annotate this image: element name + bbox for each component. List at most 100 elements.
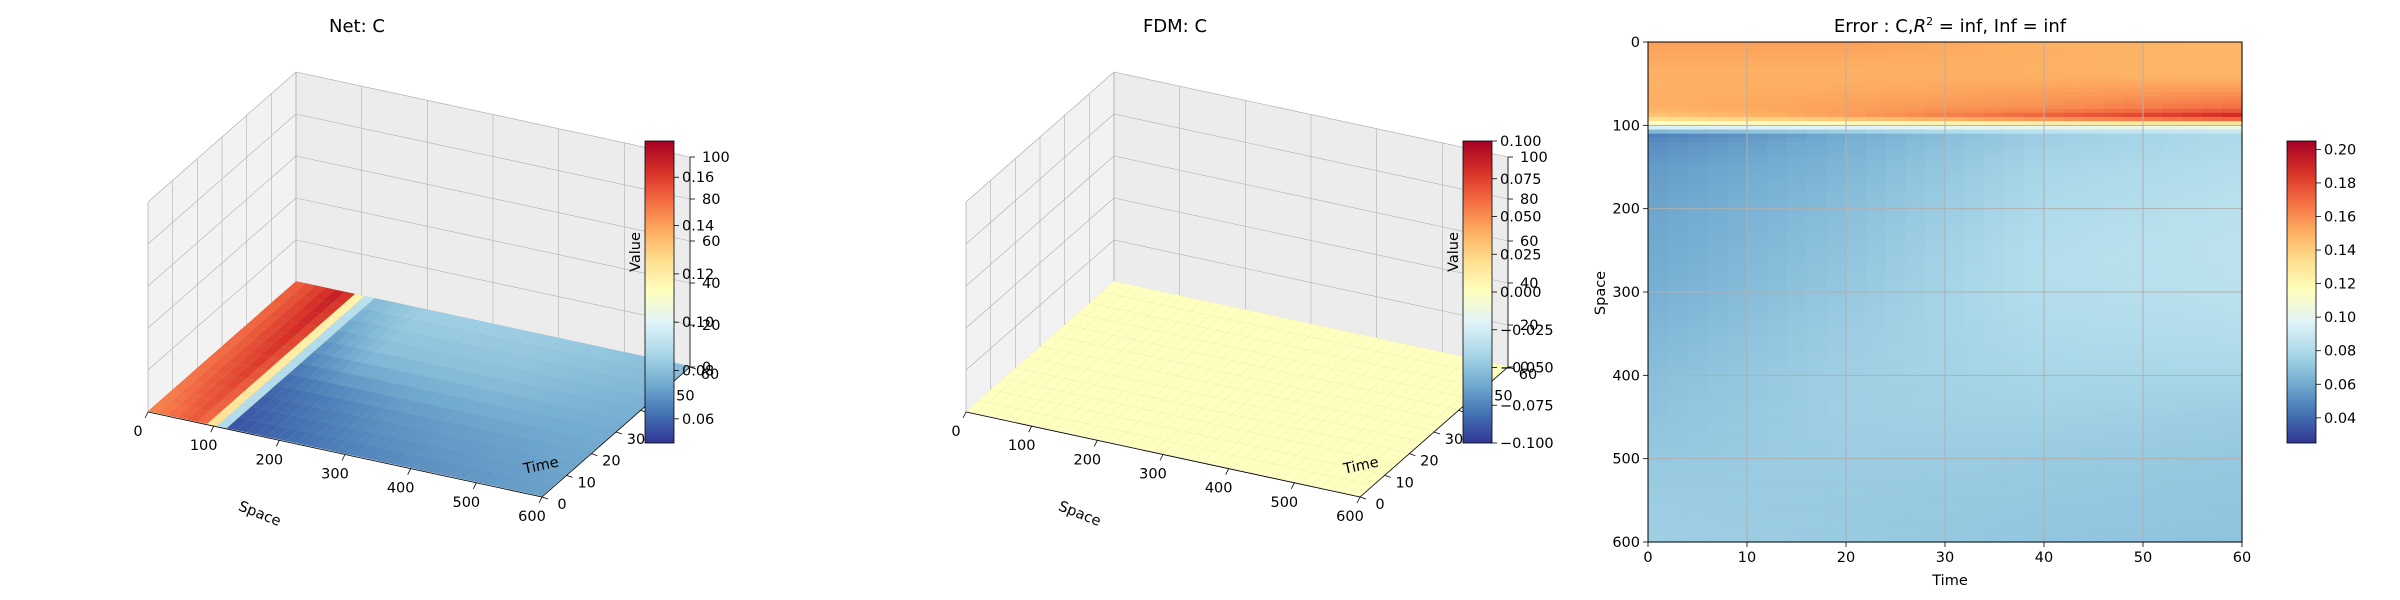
error-heatmap-cell [1984, 229, 2005, 235]
error-heatmap-cell [1648, 325, 1669, 331]
error-heatmap-cell [1984, 100, 2005, 106]
error-heatmap-cell [2004, 237, 2025, 243]
error-heatmap-cell [1667, 267, 1689, 272]
error-heatmap-cell [1945, 183, 1966, 189]
error-heatmap-cell [1766, 404, 1788, 410]
error-heatmap-cell [1945, 346, 1966, 351]
error-heatmap-cell [1826, 254, 1847, 260]
error-heatmap-cell [1766, 67, 1788, 72]
error-heatmap-cell [1648, 96, 1669, 101]
error-heatmap-cell [1687, 321, 1708, 326]
error-heatmap-cell [1984, 200, 2005, 206]
error-heatmap-cell [2103, 179, 2124, 185]
error-heatmap-cell [1964, 79, 1986, 85]
error-heatmap-cell [1905, 337, 1926, 343]
error-heatmap-cell [2182, 154, 2203, 160]
error-heatmap-cell [2063, 67, 2085, 72]
error-heatmap-cell [2063, 112, 2085, 118]
error-heatmap-cell [1885, 58, 1906, 64]
error-heatmap-cell [2103, 517, 2124, 522]
error-heatmap-cell [2123, 387, 2144, 393]
error-heatmap-cell [2162, 200, 2184, 206]
error-heatmap-cell [1905, 400, 1926, 406]
error-heatmap-cell [1707, 504, 1728, 510]
error-heatmap-cell [1786, 450, 1807, 456]
error-heatmap-cell [2143, 521, 2164, 526]
error-heatmap-cell [2083, 396, 2104, 401]
error-heatmap-cell [1766, 142, 1788, 147]
error-heatmap-cell [1806, 279, 1827, 285]
error-heatmap-cell [1707, 462, 1728, 468]
error-heatmap-cell [2103, 429, 2124, 435]
error-title-post: = inf, Inf = inf [1933, 16, 2067, 37]
error-heatmap-cell [1984, 479, 2005, 485]
error-heatmap-cell [1667, 317, 1689, 322]
error-heatmap-cell [2182, 417, 2203, 422]
error-heatmap-cell [2222, 417, 2243, 422]
error-heatmap-cell [1667, 254, 1689, 260]
net-xtick [144, 411, 149, 419]
error-heatmap-cell [1727, 483, 1748, 489]
error-heatmap-cell [1747, 167, 1768, 172]
error-heatmap-cell [1905, 217, 1926, 222]
fdm-colorbar-tick-label: 0.050 [1500, 210, 1542, 226]
error-heatmap-cell [1786, 408, 1807, 414]
error-heatmap-cell [1747, 475, 1768, 481]
error-heatmap-cell [1865, 237, 1887, 243]
error-heatmap-cell [1667, 246, 1689, 251]
error-heatmap-cell [1964, 504, 1986, 510]
error-heatmap-cell [2143, 75, 2164, 81]
error-heatmap-cell [2202, 233, 2223, 239]
error-heatmap-cell [1727, 54, 1748, 60]
error-heatmap-cell [1687, 487, 1708, 493]
fdm-ytick [1359, 496, 1367, 500]
error-heatmap-cell [1747, 183, 1768, 189]
error-heatmap-cell [2063, 233, 2085, 239]
error-heatmap-cell [1865, 75, 1887, 81]
error-heatmap-cell [2162, 446, 2184, 451]
error-heatmap-cell [1727, 429, 1748, 435]
error-heatmap-cell [1826, 267, 1847, 272]
error-heatmap-cell [2182, 229, 2203, 235]
error-heatmap-cell [1648, 108, 1669, 114]
error-heatmap-cell [2143, 379, 2164, 385]
error-heatmap-cell [2103, 525, 2124, 531]
error-heatmap-cell [1865, 362, 1887, 368]
error-heatmap-cell [1727, 354, 1748, 360]
error-heatmap-cell [1885, 200, 1906, 206]
error-heatmap-cell [1846, 75, 1867, 81]
error-heatmap-cell [2103, 204, 2124, 210]
error-heatmap-cell [1885, 162, 1906, 168]
fdm-grid-z [965, 113, 1115, 245]
error-heatmap-cell [1964, 242, 1986, 247]
error-heatmap-cell [1766, 462, 1788, 468]
error-heatmap-cell [1984, 267, 2005, 272]
error-heatmap-cell [1964, 67, 1986, 72]
error-heatmap-cell [1786, 346, 1807, 351]
error-heatmap-cell [2123, 404, 2144, 410]
error-heatmap-cell [1826, 537, 1847, 543]
error-heatmap-cell [1786, 312, 1807, 318]
error-heatmap-cell [1865, 342, 1887, 347]
error-heatmap-cell [1905, 512, 1926, 518]
error-heatmap-cell [1846, 525, 1867, 531]
error-heatmap-cell [2024, 450, 2045, 456]
error-heatmap-cell [1885, 437, 1906, 443]
error-heatmap-cell [1707, 100, 1728, 106]
error-heatmap-cell [1885, 125, 1906, 131]
error-heatmap-cell [1865, 317, 1887, 322]
error-heatmap-cell [1984, 146, 2005, 151]
error-xtick-label: 50 [2134, 550, 2152, 566]
error-heatmap-cell [1727, 458, 1748, 464]
error-heatmap-cell [1925, 187, 1946, 193]
error-heatmap-cell [2182, 521, 2203, 526]
error-heatmap-cell [2162, 400, 2184, 406]
error-heatmap-cell [1964, 283, 1986, 289]
error-heatmap-cell [1846, 367, 1867, 372]
error-heatmap-cell [1707, 508, 1728, 514]
error-heatmap-cell [1846, 275, 1867, 281]
error-heatmap-cell [1667, 54, 1689, 60]
error-heatmap-cell [2202, 329, 2223, 335]
error-heatmap-cell [1786, 371, 1807, 376]
